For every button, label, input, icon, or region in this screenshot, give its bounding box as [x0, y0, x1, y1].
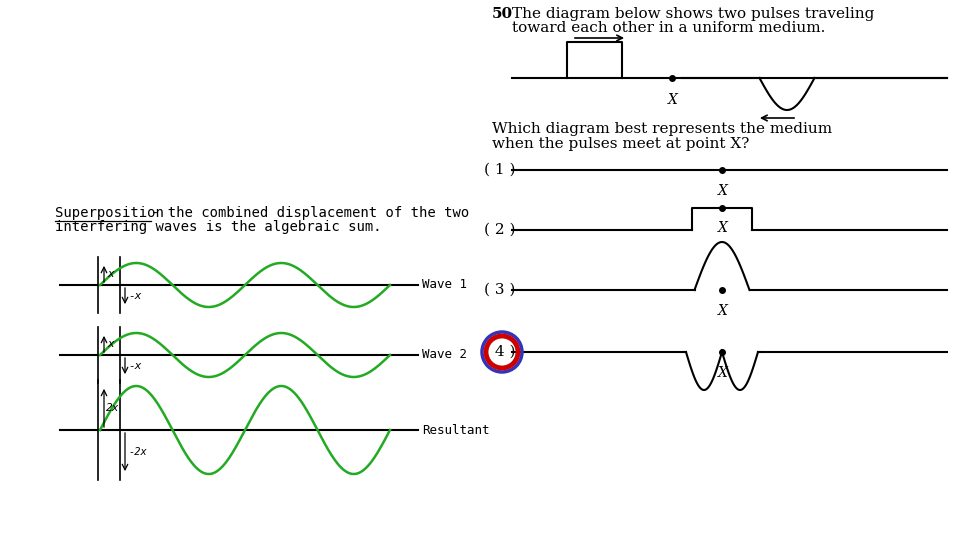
Text: Superposition: Superposition: [55, 206, 164, 220]
Text: ( 1 ): ( 1 ): [484, 163, 516, 177]
Text: X: X: [718, 184, 728, 198]
Text: toward each other in a uniform medium.: toward each other in a uniform medium.: [512, 21, 826, 35]
Text: interfering waves is the algebraic sum.: interfering waves is the algebraic sum.: [55, 220, 382, 234]
Text: ( 3 ): ( 3 ): [484, 283, 516, 297]
Text: -x: -x: [128, 361, 141, 371]
Text: 2x: 2x: [106, 403, 119, 413]
Text: - the combined displacement of the two: - the combined displacement of the two: [151, 206, 469, 220]
Text: -2x: -2x: [128, 447, 147, 457]
Text: X: X: [718, 221, 728, 235]
Text: x: x: [107, 339, 113, 349]
Text: Wave 2: Wave 2: [422, 348, 467, 361]
Text: X: X: [718, 304, 728, 318]
Text: when the pulses meet at point X?: when the pulses meet at point X?: [492, 137, 750, 151]
Text: The diagram below shows two pulses traveling: The diagram below shows two pulses trave…: [512, 7, 875, 21]
Text: X: X: [718, 366, 728, 380]
Text: Resultant: Resultant: [422, 423, 490, 436]
Text: 50: 50: [492, 7, 514, 21]
Text: Which diagram best represents the medium: Which diagram best represents the medium: [492, 122, 832, 136]
Text: X: X: [668, 93, 678, 107]
Text: ( 2 ): ( 2 ): [484, 223, 516, 237]
Text: x: x: [107, 269, 113, 279]
Text: Wave 1: Wave 1: [422, 279, 467, 292]
Text: ( 4 ): ( 4 ): [484, 345, 516, 359]
Text: -x: -x: [128, 291, 141, 301]
